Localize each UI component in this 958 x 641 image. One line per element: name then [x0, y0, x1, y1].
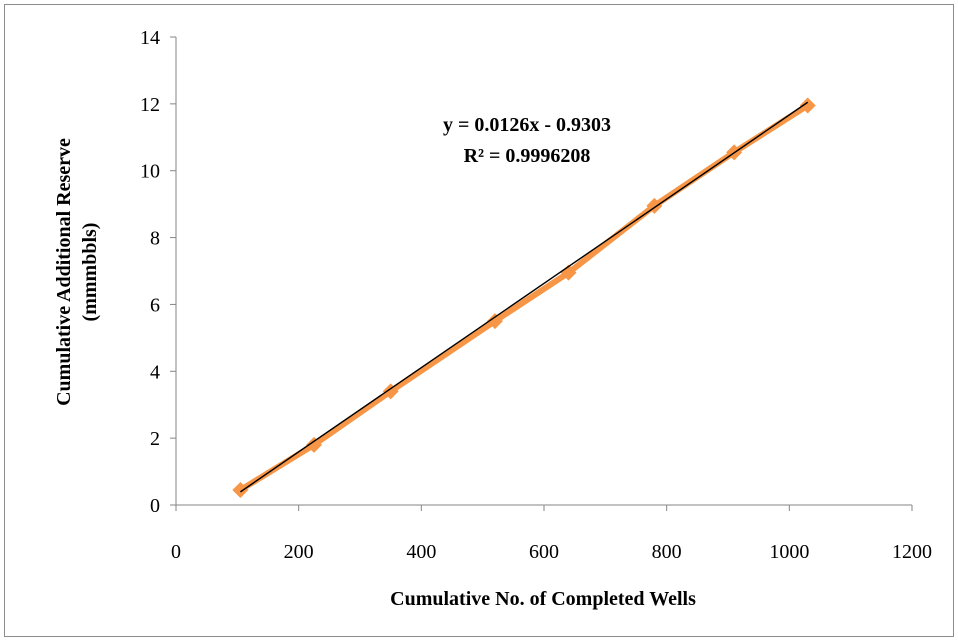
y-tick-label: 6	[150, 294, 160, 316]
trendline	[240, 101, 809, 493]
data-point	[232, 481, 249, 498]
y-axis-label-line-1: Cumulative Additional Reserve	[53, 138, 75, 406]
x-tick-label: 600	[529, 541, 559, 563]
y-tick-label: 0	[150, 495, 160, 517]
data-point	[382, 383, 399, 400]
y-tick-label: 12	[140, 94, 160, 116]
y-axis-label: Cumulative Additional Reserve (mmmbbls)	[53, 138, 101, 406]
trendline-r-squared: R² = 0.9996208	[464, 145, 591, 167]
trendline-equation: y = 0.0126x - 0.9303	[443, 114, 611, 136]
x-axis-label: Cumulative No. of Completed Wells	[390, 588, 696, 610]
x-tick-label: 200	[284, 541, 314, 563]
x-tick-label: 1200	[892, 541, 932, 563]
y-tick-labels: 0 2 4 6 8 10 12 14	[140, 27, 160, 517]
data-point	[306, 436, 322, 453]
y-tick-label: 4	[150, 361, 160, 383]
x-tick-label: 800	[652, 541, 682, 563]
y-tick-label: 10	[140, 161, 160, 183]
data-point	[799, 97, 816, 114]
x-tick-label: 400	[406, 541, 436, 563]
x-tick-label: 0	[171, 541, 181, 563]
y-tick-label: 14	[140, 27, 160, 49]
chart-frame	[4, 4, 954, 637]
y-tick-label: 2	[150, 428, 160, 450]
x-tick-label: 1000	[769, 541, 809, 563]
x-tick-labels: 0 200 400 600 800 1000 1200	[171, 541, 932, 563]
trendline-group	[240, 101, 809, 493]
y-tick-label: 8	[150, 228, 160, 250]
axes	[170, 36, 913, 511]
y-axis-label-line-2: (mmmbbls)	[79, 223, 101, 322]
data-point	[486, 313, 503, 330]
